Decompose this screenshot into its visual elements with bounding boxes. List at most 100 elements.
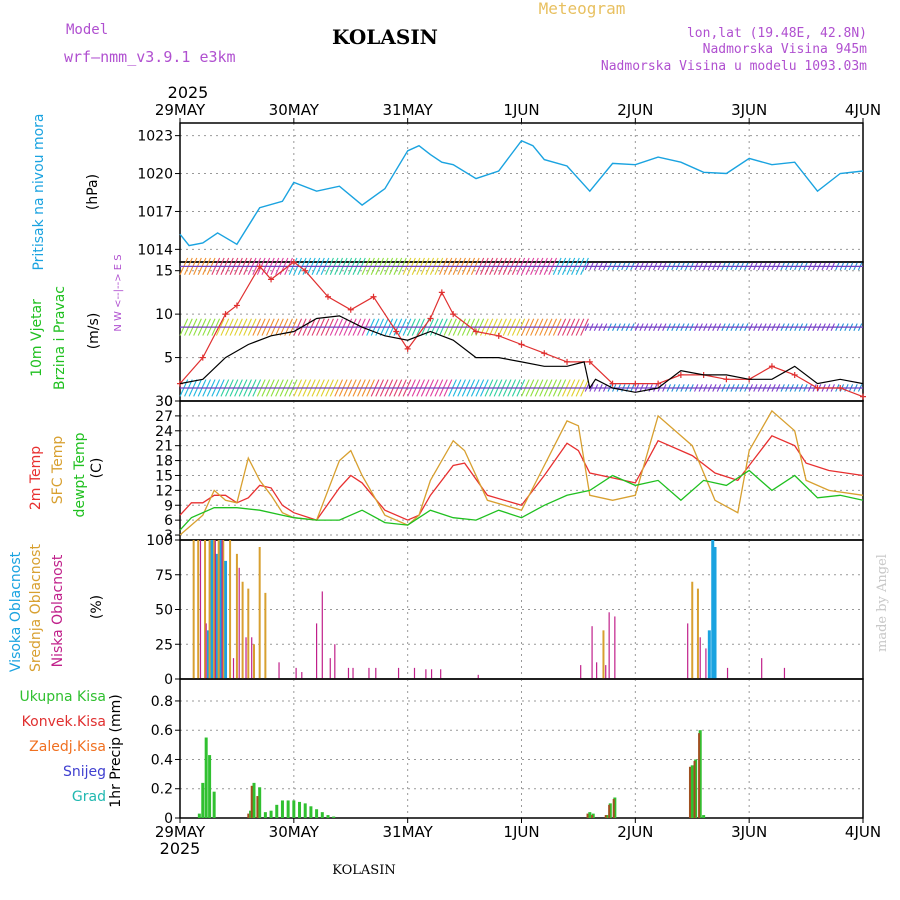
ylabel-pressure: Pritisak na nivou mora [31,113,47,270]
precip-bar [197,813,201,818]
y-tick-label: 1020 [137,167,173,183]
ylabel-wind-2: Brzina i Pravac [52,286,68,390]
y-tick-label: 1014 [137,242,173,258]
precip-bar [690,765,694,818]
footer-station: KOLASIN [332,863,395,878]
precip-bar [256,796,259,818]
y-tick-label: 25 [155,637,173,653]
wind-gust-marker [677,371,684,378]
elevation-label: Nadmorska Visina 945m [703,42,868,57]
y-tick-label: 100 [146,533,173,549]
wind-gust-marker [609,380,616,387]
x-label-bottom: 31MAY [383,823,434,841]
precip-legend-item: Snijeg [63,764,106,780]
precip-bar [586,813,589,818]
ylabel-wind-unit: (m/s) [86,313,102,350]
x-label-top: 31MAY [383,101,434,119]
ylabel-t2m: 2m Temp [28,446,44,510]
precip-bar [591,815,594,818]
wind-gust-marker [404,345,411,352]
precip-bar [208,755,212,818]
product-title: Meteogram [539,0,626,18]
ylabel-dew: dewpt Temp [72,432,88,517]
coords-label: lon,lat (19.48E, 42.8N) [687,26,867,41]
y-tick-label: 1017 [137,204,173,220]
y-tick-label: 0 [164,672,173,688]
wind-gust-marker [256,263,263,270]
y-tick-label: 15 [155,468,173,484]
precip-legend-item: Grad [72,789,106,805]
precip-bar [212,791,216,818]
ylabel-cloud-unit: (%) [89,595,105,619]
y-labels: Pritisak na nivou mora (hPa) 10m Vjetar Brz… [8,113,124,807]
precip-bar [604,815,607,818]
y-tick-label: 10 [155,307,173,323]
precip-bar [320,812,324,818]
x-label-bottom: 1JUN [503,823,539,841]
ylabel-low-cloud: Niska Oblacnost [50,554,66,667]
precip-bar [286,800,290,818]
precip-bar [269,810,273,818]
precip-bar [303,803,307,818]
x-label-bottom: 2JUN [617,823,653,841]
ylabel-wind: 10m Vjetar [29,299,45,377]
precip-bar [247,813,250,818]
wind-panel: 15 10 5 0 [155,257,866,410]
x-label-top: 3JUN [731,101,767,119]
panel-frame [179,678,864,819]
x-label-top: 1JUN [503,101,539,119]
wind-gust-marker [472,328,479,335]
precip-bar [252,782,256,818]
model-name: wrf—nmm_v3.9.1 e3km [64,48,236,66]
precip-bar [332,816,336,818]
precip-bar [292,800,296,818]
wind-direction-legend: N W <--|--> E S [113,254,124,331]
wind-gust-marker [632,380,639,387]
y-tick-label: 0.2 [151,782,173,798]
precip-bar [201,782,205,818]
y-tick-label: 21 [155,439,173,455]
credit-label: made by Angel [875,554,890,652]
cloud-panel: 100 75 50 25 0 [146,533,864,688]
y-tick-label: 30 [155,394,173,410]
wind-gust-marker [814,384,821,391]
y-tick-label: 6 [164,513,173,529]
wind-gust-marker [586,358,593,365]
x-label-top: 2JUN [617,101,653,119]
y-tick-label: 75 [155,568,173,584]
y-tick-label: 0 [164,811,173,827]
wind-gust-marker [324,293,331,300]
y-tick-label: 5 [164,351,173,367]
precip-bar [249,810,253,818]
wind-gust-marker [791,371,798,378]
precip-bar [698,733,701,818]
precip-legend-item: Zaledj.Kisa [29,739,106,755]
wind-gust-marker [233,302,240,309]
precip-bar [263,812,267,818]
pressure-panel: 1023 1020 1017 1014 [137,122,864,263]
wind-gust-marker [438,289,445,296]
y-tick-label: 24 [155,424,173,440]
precip-bar [693,760,696,818]
temp-line-sfc [179,409,864,536]
wind-gust-marker [290,259,297,265]
wind-gust-marker [268,276,275,283]
wind-gust-marker [518,341,525,348]
precip-bar [326,815,330,818]
precip-bar [702,815,706,818]
wind-gust-marker [723,376,730,383]
x-label-bottom: 30MAY [269,823,320,841]
y-tick-label: 18 [155,454,173,470]
precip-bar [280,800,284,818]
precip-bar [688,766,691,818]
x-label-bottom: 4JUN [845,823,881,841]
wind-gust-marker [655,380,662,387]
precip-bar [258,787,262,818]
year-top: 2025 [168,83,209,102]
panel-frame [179,400,864,541]
wind-gust-marker [768,363,775,370]
precip-bar [250,785,253,818]
wind-gust-marker [427,315,434,322]
ylabel-precip: 1hr Precip (mm) [108,694,124,807]
